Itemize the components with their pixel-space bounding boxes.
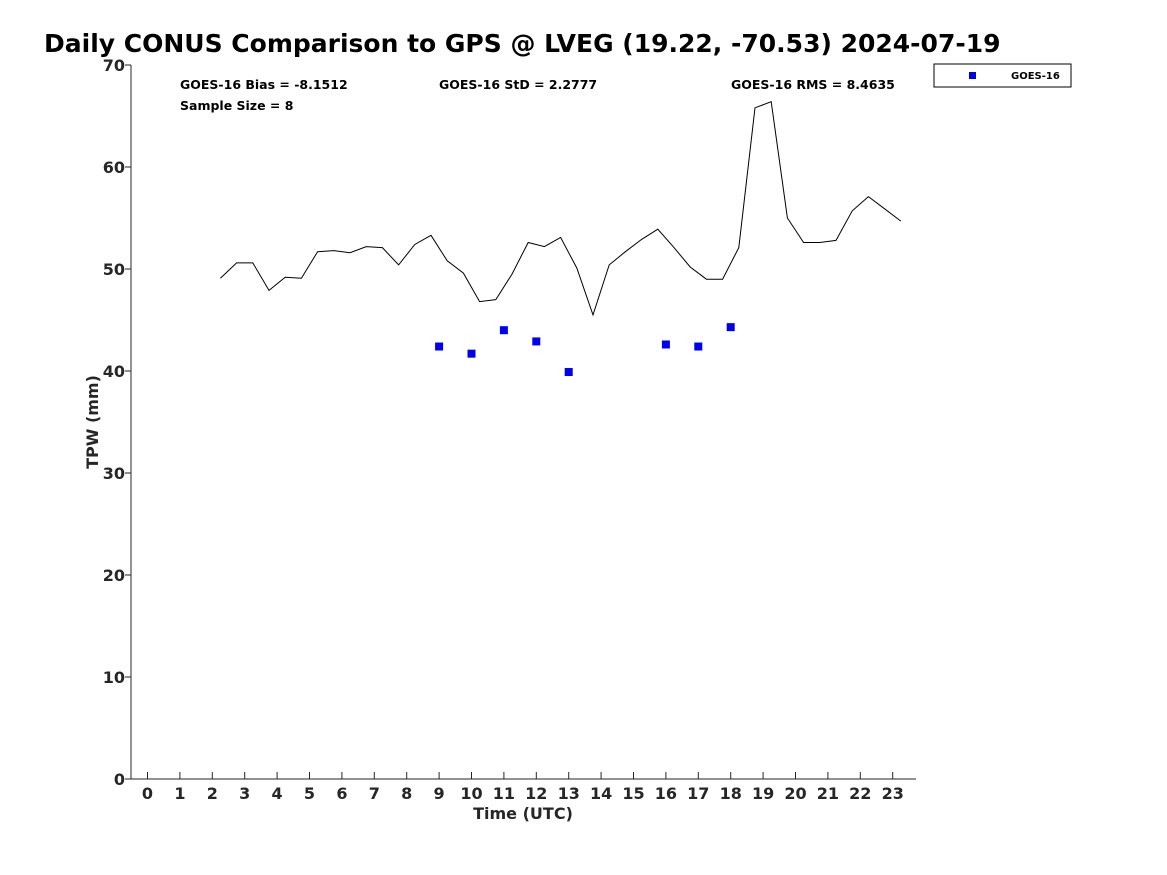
goes16-point <box>564 368 573 377</box>
y-tick-label: 60 <box>103 158 125 177</box>
x-tick-label: 0 <box>142 784 153 803</box>
x-tick-label: 13 <box>558 784 580 803</box>
x-tick-label: 7 <box>369 784 380 803</box>
legend-marker <box>969 72 976 79</box>
y-ticks: 0 10 20 30 40 50 60 70 <box>103 56 131 789</box>
goes16-point <box>435 342 444 351</box>
y-tick-label: 20 <box>103 566 125 585</box>
y-tick-label: 30 <box>103 464 125 483</box>
y-tick-label: 40 <box>103 362 125 381</box>
x-tick-label: 20 <box>784 784 806 803</box>
x-tick-label: 6 <box>336 784 347 803</box>
goes16-point <box>499 326 508 335</box>
chart-title: Daily CONUS Comparison to GPS @ LVEG (19… <box>44 29 1001 58</box>
x-tick-label: 1 <box>174 784 185 803</box>
x-tick-label: 10 <box>460 784 482 803</box>
x-tick-label: 21 <box>817 784 839 803</box>
goes16-point <box>694 342 703 351</box>
x-axis-label: Time (UTC) <box>473 804 573 823</box>
goes16-point <box>467 349 476 358</box>
x-ticks: 0 1 2 3 4 5 6 7 8 9 10 11 12 13 14 15 16 17 18 19 20 21 22 23 <box>142 772 904 803</box>
x-tick-label: 12 <box>525 784 547 803</box>
x-tick-label: 22 <box>849 784 871 803</box>
bias-annotation: GOES-16 Bias = -8.1512 <box>180 77 348 92</box>
x-tick-label: 2 <box>207 784 218 803</box>
x-tick-label: 15 <box>622 784 644 803</box>
x-tick-label: 9 <box>434 784 445 803</box>
x-tick-label: 14 <box>590 784 612 803</box>
x-tick-label: 8 <box>401 784 412 803</box>
gps-tpw-line <box>220 101 902 317</box>
std-annotation: GOES-16 StD = 2.2777 <box>439 77 597 92</box>
goes16-point <box>661 340 670 349</box>
y-tick-label: 10 <box>103 668 125 687</box>
legend-label: GOES-16 <box>1011 71 1060 82</box>
y-axis-label: TPW (mm) <box>83 375 102 469</box>
sample-size-annotation: Sample Size = 8 <box>180 98 293 113</box>
rms-annotation: GOES-16 RMS = 8.4635 <box>731 77 895 92</box>
x-tick-label: 16 <box>655 784 677 803</box>
goes16-point <box>726 323 735 332</box>
legend-box <box>933 63 1072 88</box>
legend: GOES-16 <box>933 63 1072 88</box>
y-tick-label: 70 <box>103 56 125 75</box>
x-tick-label: 11 <box>493 784 515 803</box>
y-tick-label: 50 <box>103 260 125 279</box>
x-tick-label: 19 <box>752 784 774 803</box>
goes16-markers <box>435 323 735 377</box>
y-tick-label: 0 <box>114 770 125 789</box>
goes16-point <box>532 337 541 346</box>
x-tick-label: 5 <box>304 784 315 803</box>
x-tick-label: 4 <box>272 784 283 803</box>
x-tick-label: 18 <box>720 784 742 803</box>
stats-annotations: GOES-16 Bias = -8.1512 Sample Size = 8 G… <box>180 77 895 113</box>
x-tick-label: 23 <box>882 784 904 803</box>
x-tick-label: 3 <box>239 784 250 803</box>
x-tick-label: 17 <box>687 784 709 803</box>
